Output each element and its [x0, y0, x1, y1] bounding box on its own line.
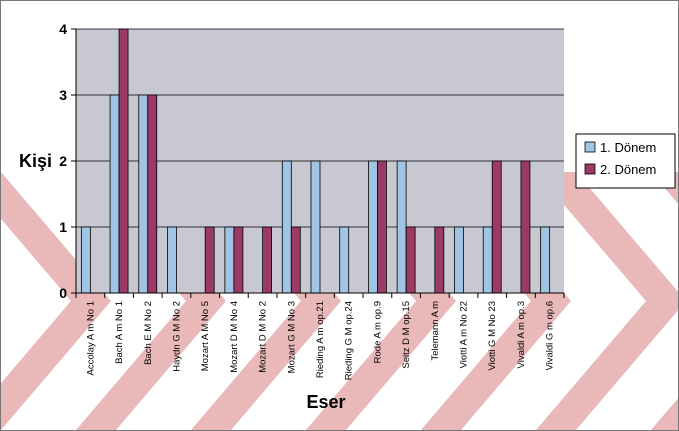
legend-label: 2. Dönem	[600, 162, 656, 177]
x-axis-title: Eser	[306, 392, 345, 412]
bar-2-5	[204, 226, 215, 294]
y-tick-label: 1	[59, 219, 67, 235]
x-tick-label: Rieding A m op.21	[315, 301, 326, 378]
bar-1-15	[482, 226, 493, 294]
legend-label: 1. Dönem	[600, 140, 656, 155]
bar-2-7	[262, 226, 272, 294]
y-tick-label: 4	[59, 21, 67, 37]
x-tick-label: Rieding G M op.24	[344, 301, 355, 380]
y-axis-title: Kişi	[19, 151, 52, 171]
legend-swatch	[584, 163, 596, 175]
watermark-chevron	[1, 172, 111, 430]
x-tick-label: Mozart A M No 5	[200, 301, 211, 371]
x-tick-label: Accolay A m No 1	[85, 301, 96, 375]
bar-1-10	[339, 226, 350, 294]
legend-swatch	[584, 141, 596, 153]
x-tick-label: Seitz D M op.15	[401, 301, 412, 369]
bar-2-8	[290, 226, 301, 294]
bar-1-2	[109, 94, 120, 294]
legend: 1. Dönem 2. Dönem	[575, 133, 676, 189]
bar-2-16	[520, 160, 531, 294]
y-tick-label: 0	[59, 285, 67, 301]
x-tick-label: Vivaldi G m op.6	[545, 301, 556, 371]
x-tick-label: Bach E M No 2	[143, 301, 154, 365]
bar-2-15	[491, 160, 502, 294]
bar-1-11	[368, 160, 378, 294]
x-tick-label: Vivaldi A m op.3	[516, 301, 527, 368]
bar-1-9	[310, 160, 321, 294]
bar-1-8	[281, 160, 292, 294]
bar-2-6	[233, 226, 244, 294]
bar-1-1	[80, 226, 91, 294]
bar-2-3	[147, 94, 158, 294]
x-tick-label: Mozart D M No 4	[229, 301, 240, 373]
bar-1-17	[540, 226, 551, 294]
x-tick-label: Rode A m op.9	[372, 301, 383, 363]
x-tick-label: Viotti G M No 23	[487, 301, 498, 371]
bar-1-14	[454, 226, 464, 294]
bar-1-3	[138, 94, 149, 294]
bar-2-2	[118, 28, 129, 294]
bar-2-11	[377, 160, 387, 294]
x-tick-label: Telemann A m	[430, 301, 441, 361]
bar-1-4	[167, 226, 177, 294]
y-tick-label: 2	[59, 153, 67, 169]
watermark-chevron	[536, 172, 678, 430]
bar-2-12	[405, 226, 416, 294]
x-tick-label: Haydn G M No 2	[171, 301, 182, 372]
x-tick-label: Mozart G M No 3	[286, 301, 297, 373]
bar-1-6	[224, 226, 235, 294]
x-tick-label: Mozart D M No 2	[258, 301, 269, 373]
watermark-chevron	[651, 172, 678, 430]
x-tick-label: Bach A m No 1	[114, 301, 125, 364]
bar-2-13	[434, 226, 445, 294]
y-tick-label: 3	[59, 87, 67, 103]
x-tick-label: Viotti A m No 22	[459, 301, 470, 368]
bar-1-12	[396, 160, 407, 294]
